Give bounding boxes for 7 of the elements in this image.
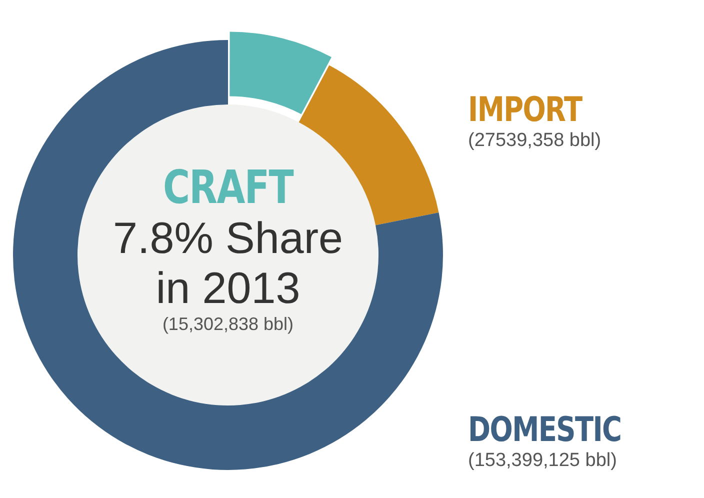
slice-label: DOMESTIC xyxy=(468,410,622,450)
slice-label: IMPORT xyxy=(468,90,582,130)
text: (15,302,838 bbl) xyxy=(161,314,295,335)
slice-label: CRAFT xyxy=(162,160,295,214)
text: 7.8% Share in 2013 xyxy=(112,214,344,314)
data-label: (153,399,125 bbl) xyxy=(468,450,618,472)
data-label: (27539,358 bbl) xyxy=(468,130,602,152)
